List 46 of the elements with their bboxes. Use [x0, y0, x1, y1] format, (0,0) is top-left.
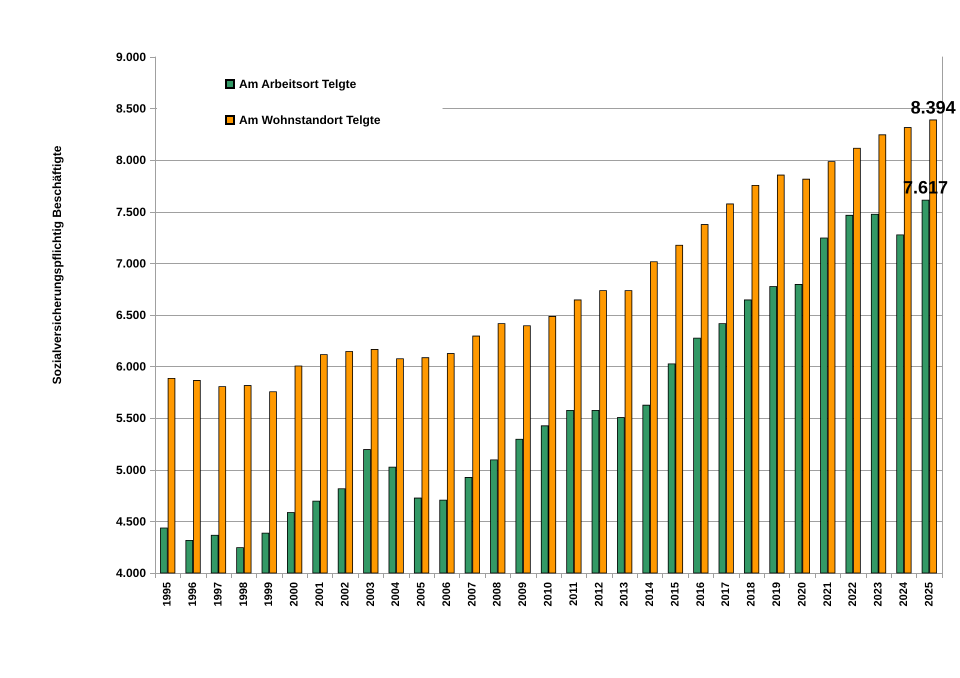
- y-tick-label: 6.000: [116, 360, 146, 374]
- y-tick-label: 5.000: [116, 462, 146, 477]
- y-tick-label: 8.500: [116, 102, 146, 116]
- data-label: 8.394: [910, 98, 956, 118]
- x-tick-label: 2024: [898, 581, 910, 606]
- y-tick-label: 7.500: [116, 204, 146, 219]
- y-tick-label: 9.000: [116, 50, 146, 64]
- x-tick-label: 2021: [822, 582, 834, 606]
- y-tick-label: 6.500: [116, 308, 146, 322]
- y-tick-label: 4.000: [116, 566, 146, 580]
- x-tick-label: 1996: [187, 582, 200, 606]
- x-tick-label: 2025: [923, 582, 936, 606]
- x-tick-label: 2016: [694, 582, 707, 606]
- x-tick-label: 2007: [466, 582, 478, 606]
- y-tick-label: 5.500: [116, 411, 146, 426]
- x-tick-label: 2014: [644, 581, 656, 606]
- y-tick-label: 4.500: [116, 514, 146, 528]
- y-tick-label: 7.000: [116, 256, 146, 270]
- x-tick-label: 1997: [212, 582, 224, 606]
- x-tick-label: 2011: [568, 582, 580, 606]
- x-tick-label: 2006: [440, 582, 453, 606]
- x-tick-label: 2020: [796, 582, 808, 606]
- x-tick-label: 2022: [847, 582, 860, 606]
- x-tick-label: 2009: [517, 582, 530, 606]
- x-tick-label: 2019: [770, 582, 783, 606]
- x-tick-label: 1999: [263, 582, 276, 606]
- legend-label: Am Wohnstandort Telgte: [239, 113, 381, 127]
- x-tick-label: 1995: [162, 582, 174, 606]
- x-tick-label: 2008: [492, 582, 504, 606]
- x-tick-label: 2004: [390, 581, 402, 606]
- x-tick-label: 2015: [669, 582, 682, 606]
- x-tick-label: 2005: [416, 582, 428, 606]
- x-tick-label: 2017: [720, 582, 732, 606]
- x-tick-label: 2010: [542, 582, 554, 606]
- x-tick-label: 2023: [872, 582, 885, 606]
- y-tick-label: 8.000: [116, 153, 146, 168]
- y-axis-title: Sozialversicherungspflichtig Beschäftigte: [50, 145, 64, 384]
- x-tick-label: 1998: [238, 582, 250, 606]
- x-tick-label: 2001: [314, 582, 326, 606]
- x-tick-label: 2002: [339, 582, 352, 606]
- x-tick-label: 2018: [746, 582, 758, 606]
- x-tick-label: 2013: [618, 582, 631, 606]
- x-tick-label: 2000: [288, 582, 301, 606]
- x-tick-label: 2012: [593, 582, 606, 606]
- legend-label: Am Arbeitsort Telgte: [239, 77, 357, 91]
- x-tick-label: 2003: [364, 582, 377, 606]
